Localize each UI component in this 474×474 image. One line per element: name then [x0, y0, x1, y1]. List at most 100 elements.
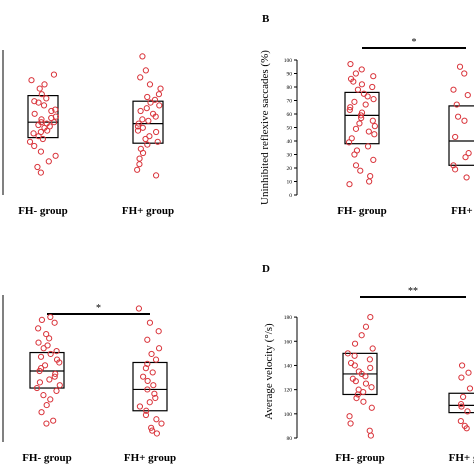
data-point [461, 70, 468, 77]
data-point [157, 85, 164, 92]
group-1: FH- group [18, 71, 68, 217]
data-point [463, 425, 470, 432]
data-point [36, 379, 44, 386]
data-point [137, 107, 144, 115]
data-point [137, 74, 144, 81]
panel-label: B [262, 13, 270, 25]
data-point [35, 121, 42, 129]
data-point [36, 85, 43, 92]
data-point [45, 158, 52, 165]
data-point [450, 86, 457, 93]
data-point [50, 71, 58, 78]
x-category-label: FH- group [18, 205, 68, 217]
data-point [353, 395, 360, 402]
data-point [146, 399, 153, 406]
data-point [135, 120, 142, 127]
y-tick-label: 140 [284, 363, 293, 369]
x-category-label: FH+ g [451, 205, 474, 217]
data-point [351, 340, 359, 347]
data-point [362, 101, 369, 108]
data-point [462, 154, 469, 161]
significance-marker: * [412, 37, 417, 48]
data-point [44, 127, 51, 134]
data-point [150, 382, 157, 389]
data-point [33, 384, 41, 392]
data-point [52, 106, 59, 113]
data-point [38, 316, 46, 323]
data-point [346, 106, 353, 114]
data-point [464, 408, 471, 415]
data-point [362, 380, 370, 387]
data-point [37, 148, 45, 155]
data-point [139, 149, 147, 157]
data-point [142, 135, 149, 143]
data-point [351, 352, 358, 359]
data-point [136, 155, 143, 162]
y-tick-label: 80 [287, 436, 293, 442]
data-point [155, 91, 163, 98]
data-point [48, 114, 55, 122]
panel-2: 0 10 20 30 40 50 60 70 80 90 100 Uninhibited reflex… [259, 13, 474, 217]
data-point [31, 98, 38, 105]
data-point [145, 117, 152, 124]
data-point [452, 166, 459, 173]
data-point [142, 67, 149, 74]
data-point [346, 413, 353, 420]
data-point [354, 86, 362, 93]
data-point [47, 396, 54, 403]
data-point [347, 104, 354, 111]
y-tick-label: 80 [287, 85, 293, 91]
data-point [51, 373, 58, 380]
data-point [458, 362, 466, 369]
data-point [144, 141, 151, 148]
data-point [144, 386, 151, 393]
data-point [346, 181, 353, 188]
x-category-label: FH+ group [124, 452, 176, 464]
group-2: FH+ gr [448, 362, 474, 464]
data-point [40, 102, 48, 109]
data-point [350, 78, 357, 85]
data-point [155, 345, 163, 352]
y-tick-label: 60 [287, 112, 293, 118]
data-point [148, 424, 155, 431]
box [132, 361, 168, 412]
data-point [352, 162, 360, 169]
data-point [152, 113, 159, 120]
data-point [48, 107, 55, 115]
data-point [347, 60, 354, 68]
data-point [461, 117, 468, 124]
group-2: FH+ g [448, 63, 474, 217]
data-point [158, 420, 165, 427]
data-point [135, 305, 143, 312]
data-point [37, 353, 45, 360]
data-point [37, 169, 44, 176]
data-point [344, 350, 351, 357]
data-point [139, 53, 146, 60]
x-category-label: FH+ group [122, 205, 174, 217]
data-point [155, 328, 162, 335]
data-point [26, 138, 34, 145]
data-point [40, 392, 47, 399]
data-point [38, 409, 45, 416]
data-point [458, 401, 465, 408]
data-point [144, 93, 151, 101]
data-point [31, 110, 38, 117]
data-point [352, 125, 360, 132]
data-point [136, 161, 143, 168]
data-point [136, 403, 144, 410]
data-point [367, 432, 374, 439]
data-point [152, 172, 160, 179]
data-point [358, 114, 365, 122]
data-point [347, 420, 354, 427]
data-point [466, 385, 474, 392]
data-point [50, 119, 58, 126]
y-tick-label: 20 [287, 166, 293, 172]
data-point [143, 105, 150, 112]
panel-label: D [262, 263, 270, 275]
data-point [362, 373, 369, 380]
data-point [368, 404, 375, 411]
y-tick-label: 30 [287, 153, 293, 159]
data-point [142, 365, 150, 372]
y-tick-label: 180 [284, 315, 293, 321]
